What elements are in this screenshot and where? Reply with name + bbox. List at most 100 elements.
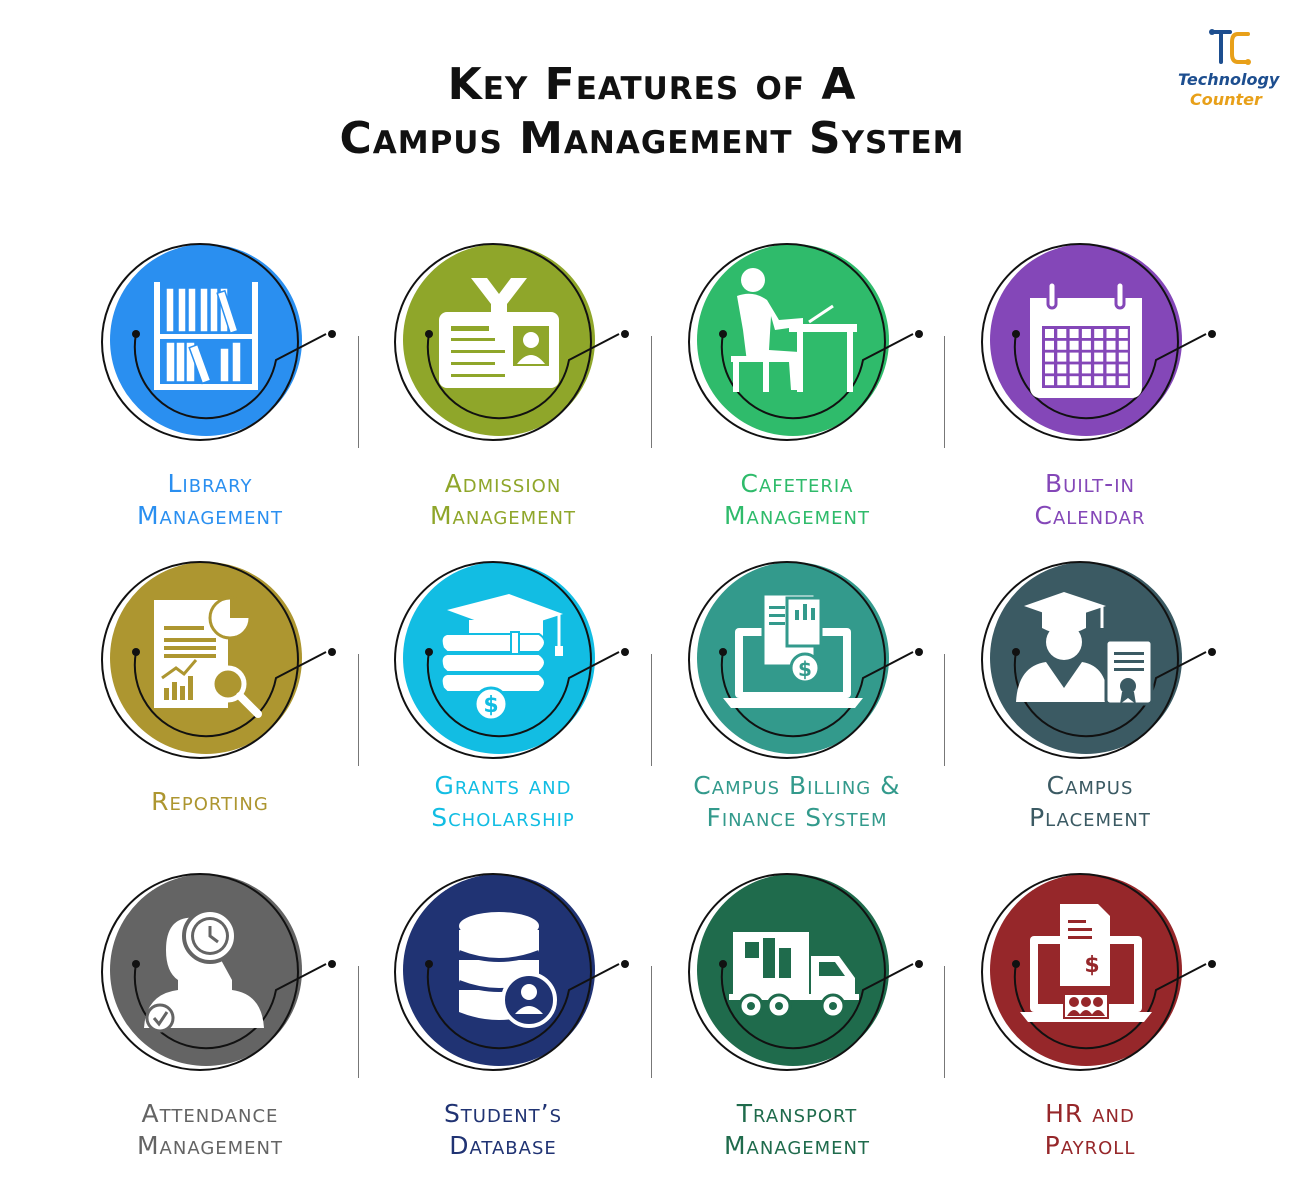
laptop-invoice-icon: $ [723, 592, 863, 708]
column-divider [651, 966, 652, 1078]
feature-badge-arc [133, 651, 327, 738]
feature-built-in-calendar: Built-in Calendar [950, 230, 1230, 550]
graduation-cap-books-icon: $ [440, 594, 563, 722]
feature-badge-ring [688, 873, 886, 1071]
feature-cafeteria-management: Cafeteria Management [657, 230, 937, 550]
feature-badge-ring [101, 873, 299, 1071]
feature-label-line-2: Calendar [1034, 501, 1146, 530]
feature-badge-dot-right [328, 330, 336, 338]
feature-label: Reporting [70, 786, 350, 818]
feature-badge [688, 873, 923, 1071]
feature-label: Transport Management [657, 1098, 937, 1162]
person-clock-icon [144, 908, 264, 1033]
feature-badge-dot-left [1012, 960, 1020, 968]
feature-badge-ring [981, 243, 1179, 441]
title-line-2: Campus Management System [339, 113, 965, 164]
feature-reporting: Reporting [70, 548, 350, 868]
graduate-certificate-icon [1016, 592, 1154, 706]
feature-badge [394, 243, 629, 441]
feature-label-line-1: Admission [444, 469, 562, 498]
feature-label-line-1: Campus Billing & [693, 771, 901, 800]
svg-text:$: $ [1084, 953, 1099, 978]
feature-badge-dot-left [132, 330, 140, 338]
feature-campus-billing-finance-system: $ Campus Billing & Finance System [657, 548, 937, 868]
feature-badge [981, 243, 1216, 441]
feature-label: Student’s Database [363, 1098, 643, 1162]
feature-label-line-2: Management [723, 501, 871, 530]
feature-hr-and-payroll: $ HR and Payroll [950, 860, 1230, 1180]
feature-badge-dot-left [132, 648, 140, 656]
feature-badge-dot-right [1208, 648, 1216, 656]
feature-label-line-1: Student’s [443, 1099, 563, 1128]
feature-badge-dot-left [425, 330, 433, 338]
feature-campus-placement: Campus Placement [950, 548, 1230, 868]
svg-text:$: $ [483, 693, 498, 718]
feature-badge-ring [101, 243, 299, 441]
feature-label: Library Management [70, 468, 350, 532]
bookshelf-icon [154, 282, 258, 390]
feature-label-line-1: Grants and [434, 771, 572, 800]
feature-badge-dot-right [1208, 960, 1216, 968]
report-icon [154, 596, 262, 718]
feature-badge-dot-right [328, 960, 336, 968]
feature-library-management: Library Management [70, 230, 350, 550]
feature-label-line-1: Cafeteria [740, 469, 854, 498]
feature-badge-arc [426, 333, 620, 420]
feature-badge-dot-left [425, 648, 433, 656]
feature-label: Attendance Management [70, 1098, 350, 1162]
svg-text:$: $ [798, 657, 812, 681]
feature-badge-ring [688, 561, 886, 759]
feature-badge-ring [394, 873, 592, 1071]
title-line-1: Key Features of A [447, 59, 857, 110]
feature-badge-dot-right [621, 648, 629, 656]
column-divider [651, 654, 652, 766]
feature-label: Cafeteria Management [657, 468, 937, 532]
feature-attendance-management: Attendance Management [70, 860, 350, 1180]
feature-badge-ring [688, 243, 886, 441]
feature-label-line-1: HR and [1045, 1099, 1135, 1128]
feature-badge-arc [720, 963, 914, 1050]
feature-label: HR and Payroll [950, 1098, 1230, 1162]
feature-badge-arc [426, 651, 620, 738]
feature-badge-dot-right [915, 330, 923, 338]
feature-student-s-database: Student’s Database [363, 860, 643, 1180]
feature-badge: $ [688, 561, 923, 759]
feature-label-line-1: Library [167, 469, 253, 498]
feature-badge [101, 243, 336, 441]
feature-label-line-1: Built-in [1045, 469, 1135, 498]
feature-label-line-1: Transport [736, 1099, 858, 1128]
feature-badge [394, 873, 629, 1071]
feature-label-line-2: Database [449, 1131, 557, 1160]
logo-text-technology: Technology [1178, 70, 1280, 89]
feature-label: Admission Management [363, 468, 643, 532]
id-card-icon [439, 278, 559, 388]
feature-label-line-2: Management [429, 501, 577, 530]
feature-transport-management: Transport Management [657, 860, 937, 1180]
feature-label-line-2: Placement [1029, 803, 1151, 832]
feature-badge-ring [981, 561, 1179, 759]
column-divider [358, 336, 359, 448]
feature-badge-arc [426, 963, 620, 1050]
page-title: Key Features of A Campus Management Syst… [0, 58, 1304, 166]
feature-badge-dot-left [1012, 648, 1020, 656]
feature-label-line-1: Reporting [151, 787, 269, 816]
column-divider [944, 336, 945, 448]
feature-label: Grants and Scholarship [363, 770, 643, 834]
column-divider [944, 966, 945, 1078]
feature-badge-circle [697, 244, 889, 436]
feature-badge-dot-left [719, 648, 727, 656]
feature-label-line-2: Management [136, 1131, 284, 1160]
feature-badge-dot-left [719, 330, 727, 338]
feature-badge-dot-left [425, 960, 433, 968]
feature-label-line-1: Attendance [141, 1099, 279, 1128]
feature-label: Campus Placement [950, 770, 1230, 834]
feature-badge-dot-left [1012, 330, 1020, 338]
feature-badge-ring [394, 243, 592, 441]
column-divider [651, 336, 652, 448]
logo-text-counter: Counter [1190, 90, 1262, 109]
feature-badge [101, 561, 336, 759]
person-at-desk-icon [731, 268, 857, 392]
column-divider [358, 654, 359, 766]
feature-badge-dot-right [915, 960, 923, 968]
feature-label-line-2: Management [723, 1131, 871, 1160]
